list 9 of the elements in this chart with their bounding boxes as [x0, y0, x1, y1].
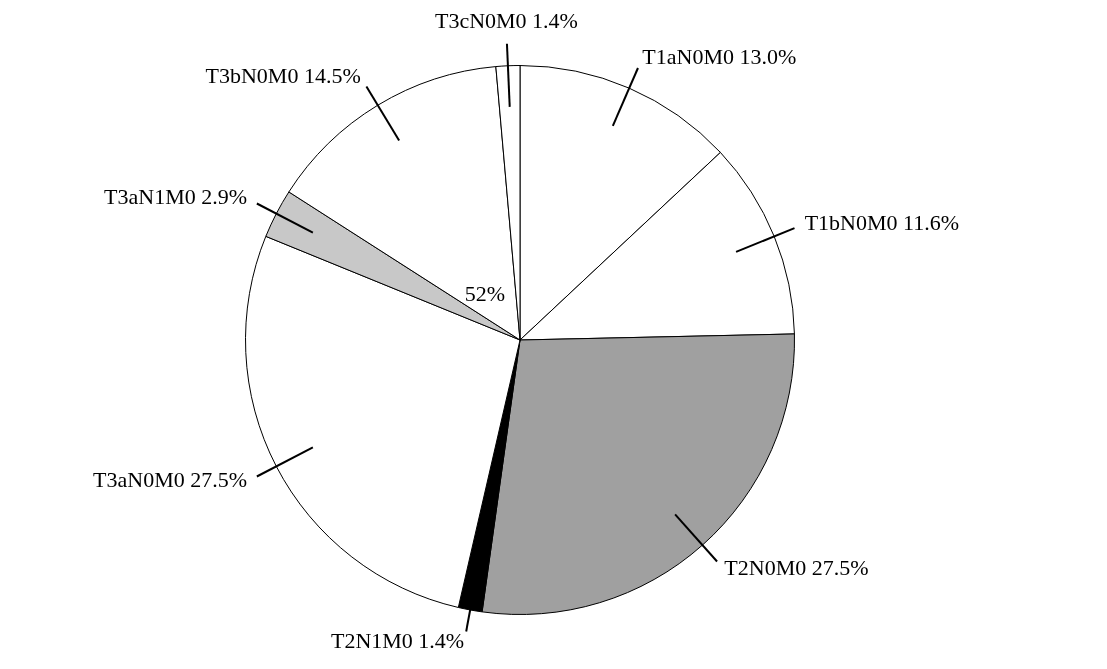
slice-label: T2N0M0 27.5% — [724, 555, 869, 581]
slice-label: T2N1M0 1.4% — [330, 628, 465, 654]
slice-label: T3bN0M0 14.5% — [205, 62, 361, 88]
slice-label: T1aN0M0 13.0% — [642, 43, 797, 69]
slice-label: T1bN0M0 11.6% — [804, 209, 960, 235]
slice-label: T3cN0M0 1.4% — [434, 7, 578, 33]
text: 52% — [464, 280, 506, 306]
slice-label: T3aN0M0 27.5% — [93, 467, 248, 493]
slice-label: T3aN1M0 2.9% — [104, 184, 248, 210]
